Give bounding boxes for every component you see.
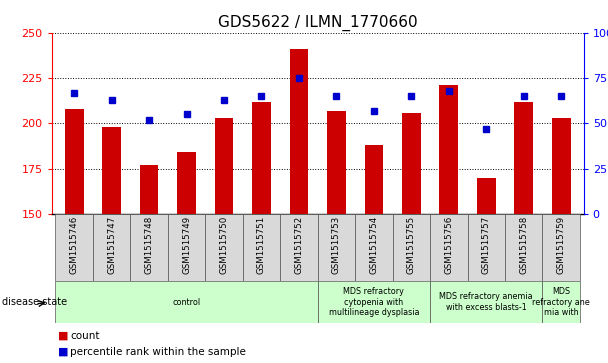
Bar <box>55 281 317 323</box>
Text: GSM1515753: GSM1515753 <box>332 216 341 274</box>
Bar <box>55 214 93 281</box>
Bar <box>477 178 496 214</box>
Bar <box>327 111 346 214</box>
Bar <box>93 214 130 281</box>
Bar <box>430 214 468 281</box>
Bar <box>514 102 533 214</box>
Text: GSM1515750: GSM1515750 <box>219 216 229 274</box>
Bar <box>468 214 505 281</box>
Bar <box>393 214 430 281</box>
Bar <box>402 113 421 214</box>
Text: GSM1515752: GSM1515752 <box>294 216 303 274</box>
Bar <box>130 214 168 281</box>
Bar <box>65 109 83 214</box>
Bar <box>440 85 458 214</box>
Bar <box>542 281 580 323</box>
Text: ■: ■ <box>58 347 68 357</box>
Bar <box>252 102 271 214</box>
Bar <box>430 281 542 323</box>
Bar <box>317 214 355 281</box>
Bar <box>289 49 308 214</box>
Bar <box>317 281 430 323</box>
Bar <box>102 127 121 214</box>
Text: MDS
refractory ane
mia with: MDS refractory ane mia with <box>533 287 590 317</box>
Bar <box>215 118 233 214</box>
Text: GSM1515748: GSM1515748 <box>145 216 154 274</box>
Text: GSM1515754: GSM1515754 <box>370 216 378 274</box>
Bar <box>365 145 383 214</box>
Text: MDS refractory
cytopenia with
multilineage dysplasia: MDS refractory cytopenia with multilinea… <box>329 287 419 317</box>
Bar <box>505 214 542 281</box>
Text: GSM1515749: GSM1515749 <box>182 216 191 274</box>
Text: GSM1515756: GSM1515756 <box>444 216 454 274</box>
Bar <box>542 214 580 281</box>
Title: GDS5622 / ILMN_1770660: GDS5622 / ILMN_1770660 <box>218 15 418 31</box>
Text: percentile rank within the sample: percentile rank within the sample <box>70 347 246 357</box>
Bar <box>355 214 393 281</box>
Bar <box>177 152 196 214</box>
Bar <box>280 214 317 281</box>
Bar <box>168 214 206 281</box>
Text: disease state: disease state <box>2 297 67 307</box>
Text: GSM1515757: GSM1515757 <box>482 216 491 274</box>
Text: GSM1515755: GSM1515755 <box>407 216 416 274</box>
Text: GSM1515746: GSM1515746 <box>70 216 78 274</box>
Text: GSM1515747: GSM1515747 <box>107 216 116 274</box>
Text: MDS refractory anemia
with excess blasts-1: MDS refractory anemia with excess blasts… <box>440 293 533 312</box>
Bar <box>140 165 159 214</box>
Text: control: control <box>173 298 201 307</box>
Text: GSM1515759: GSM1515759 <box>557 216 565 274</box>
Bar <box>243 214 280 281</box>
Text: GSM1515751: GSM1515751 <box>257 216 266 274</box>
Text: GSM1515758: GSM1515758 <box>519 216 528 274</box>
Text: ■: ■ <box>58 331 68 341</box>
Text: count: count <box>70 331 100 341</box>
Bar <box>552 118 570 214</box>
Bar <box>206 214 243 281</box>
